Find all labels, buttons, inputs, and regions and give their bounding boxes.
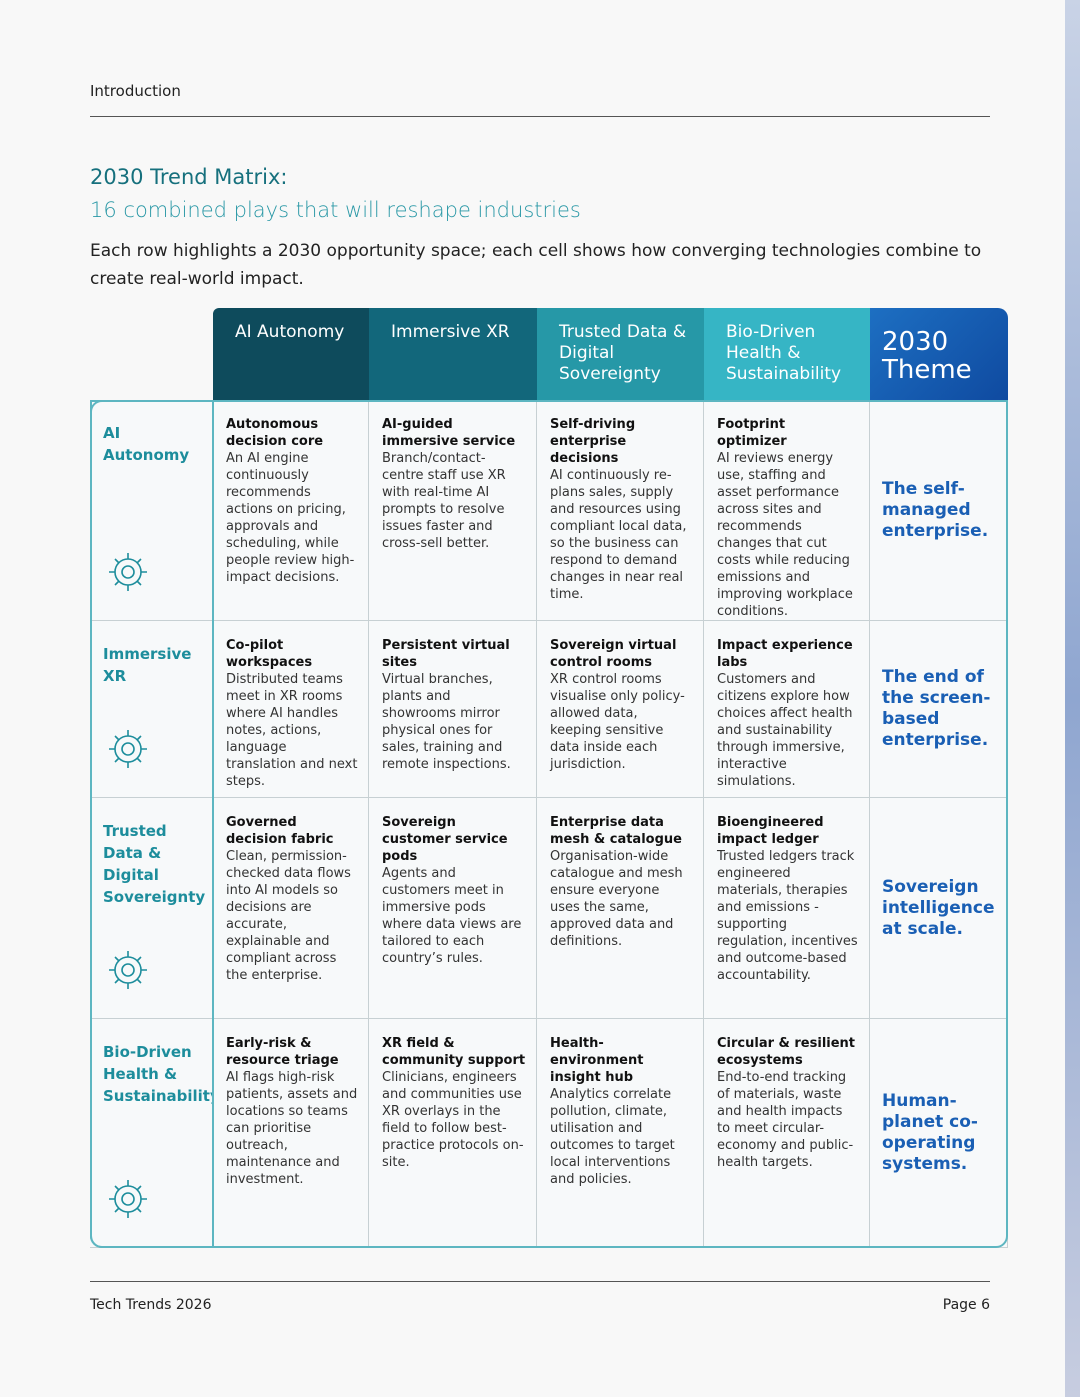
cell-title: Co-pilot workspaces <box>226 638 313 670</box>
matrix-cell: Sovereign customer service pods Agents an… <box>369 798 537 1019</box>
row-label-text: Trusted Data & Digital Sovereignty <box>103 822 206 906</box>
cell-title: Early-risk & resource triage <box>226 1036 339 1068</box>
matrix-cell: Persistent virtual sites Virtual branches… <box>369 621 537 798</box>
cell-title: Sovereign customer service pods <box>382 815 508 864</box>
title: 2030 Trend Matrix: <box>90 165 288 189</box>
cell-body: Branch/contact-centre staff use XR with … <box>382 451 506 551</box>
cell-body: XR control rooms visualise only policy-a… <box>550 672 685 772</box>
column-header: 2030 Theme <box>870 308 1008 400</box>
matrix-cell: AI-guided immersive service Branch/contac… <box>369 400 537 621</box>
cell-title: Circular & resilient ecosystems <box>717 1036 856 1068</box>
theme-cell: The end of the screen-based enterprise. <box>870 621 1008 798</box>
cell-title: Bioengineered impact ledger <box>717 815 824 847</box>
matrix-cell: Impact experience labs Customers and citi… <box>704 621 870 798</box>
cell-body: An AI engine continuously recommends act… <box>226 451 355 585</box>
trend-matrix: AI Autonomy Immersive XR Trusted Data & Di… <box>90 308 1008 1248</box>
matrix-cell: Autonomous decision core An AI engine con… <box>213 400 369 621</box>
row-icon <box>104 725 152 779</box>
cell-body: Analytics correlate pollution, climate, … <box>550 1087 675 1187</box>
theme-text: The self-managed enterprise. <box>882 478 989 541</box>
column-header: Bio-Driven Health & Sustainability <box>704 308 870 400</box>
matrix-cell: Health-environment insight hub Analytics … <box>537 1019 704 1248</box>
column-header: AI Autonomy <box>213 308 369 400</box>
cell-title: Impact experience labs <box>717 638 853 670</box>
cell-title: XR field & community support <box>382 1036 526 1068</box>
footer-right: Page 6 <box>942 1297 990 1313</box>
cell-body: Organisation-wide catalogue and mesh ens… <box>550 849 683 949</box>
theme-cell: The self-managed enterprise. <box>870 400 1008 621</box>
matrix-cell: Co-pilot workspaces Distributed teams mee… <box>213 621 369 798</box>
cell-body: AI continuously re-plans sales, supply a… <box>550 468 687 602</box>
cell-title: Enterprise data mesh & catalogue <box>550 815 682 847</box>
cell-title: Footprint optimizer <box>717 417 787 449</box>
column-header: Immersive XR <box>369 308 537 400</box>
cell-body: Clinicians, engineers and communities us… <box>382 1070 524 1170</box>
intro: Each row highlights a 2030 opportunity s… <box>90 241 982 289</box>
row-label: AI Autonomy <box>90 400 213 621</box>
matrix-cell: Self-driving enterprise decisions AI cont… <box>537 400 704 621</box>
cell-title: Governed decision fabric <box>226 815 334 847</box>
cell-title: Health-environment insight hub <box>550 1036 644 1085</box>
cell-body: Agents and customers meet in immersive p… <box>382 866 522 966</box>
cell-body: AI reviews energy use, staffing and asse… <box>717 451 853 619</box>
theme-text: The end of the screen-based enterprise. <box>882 667 991 750</box>
cell-body: Clean, permission-checked data flows int… <box>226 849 351 983</box>
theme-text: Human-planet co-operating systems. <box>882 1091 978 1174</box>
cell-body: End-to-end tracking of materials, waste … <box>717 1070 854 1170</box>
row-label: Bio-Driven Health & Sustainability <box>90 1019 220 1248</box>
cell-title: Persistent virtual sites <box>382 638 510 670</box>
cell-body: Distributed teams meet in XR rooms where… <box>226 672 358 789</box>
cell-body: Trusted ledgers track engineered materia… <box>717 849 858 983</box>
cell-title: Self-driving enterprise decisions <box>550 417 636 466</box>
row-label: Immersive XR <box>90 621 213 798</box>
matrix-cell: Governed decision fabric Clean, permissio… <box>213 798 369 1019</box>
row-icon <box>104 1175 152 1229</box>
footer-rule <box>90 1281 990 1282</box>
row-icon <box>104 548 152 602</box>
theme-cell: Sovereign intelligence at scale. <box>870 798 1008 1019</box>
column-header: Trusted Data & Digital Sovereignty <box>537 308 704 400</box>
matrix-cell: Footprint optimizer AI reviews energy use… <box>704 400 870 621</box>
matrix-cell: XR field & community support Clinicians, … <box>369 1019 537 1248</box>
row-label-text: Bio-Driven Health & Sustainability <box>103 1043 220 1105</box>
cell-body: Customers and citizens explore how choic… <box>717 672 853 789</box>
cell-body: Virtual branches, plants and showrooms m… <box>382 672 511 772</box>
theme-cell: Human-planet co-operating systems. <box>870 1019 1008 1248</box>
matrix-cell: Enterprise data mesh & catalogue Organisa… <box>537 798 704 1019</box>
cell-title: Autonomous decision core <box>226 417 324 449</box>
row-label: Trusted Data & Digital Sovereignty <box>90 798 213 1019</box>
theme-text: Sovereign intelligence at scale. <box>882 876 995 939</box>
row-label-text: Immersive XR <box>103 645 192 685</box>
footer-left: Tech Trends 2026 <box>90 1297 212 1313</box>
matrix-cell: Circular & resilient ecosystems End-to-en… <box>704 1019 870 1248</box>
subtitle: 16 combined plays that will reshape indu… <box>90 198 581 222</box>
header-rule <box>90 116 990 117</box>
section-label: Introduction <box>90 82 181 100</box>
edge-stripe <box>1065 0 1080 1397</box>
matrix-cell: Sovereign virtual control rooms XR contro… <box>537 621 704 798</box>
row-icon <box>104 946 152 1000</box>
cell-title: AI-guided immersive service <box>382 417 516 449</box>
cell-body: AI flags high-risk patients, assets and … <box>226 1070 358 1187</box>
matrix-cell: Early-risk & resource triage AI flags hig… <box>213 1019 369 1248</box>
row-label-text: AI Autonomy <box>103 424 190 464</box>
cell-title: Sovereign virtual control rooms <box>550 638 677 670</box>
matrix-cell: Bioengineered impact ledger Trusted ledge… <box>704 798 870 1019</box>
